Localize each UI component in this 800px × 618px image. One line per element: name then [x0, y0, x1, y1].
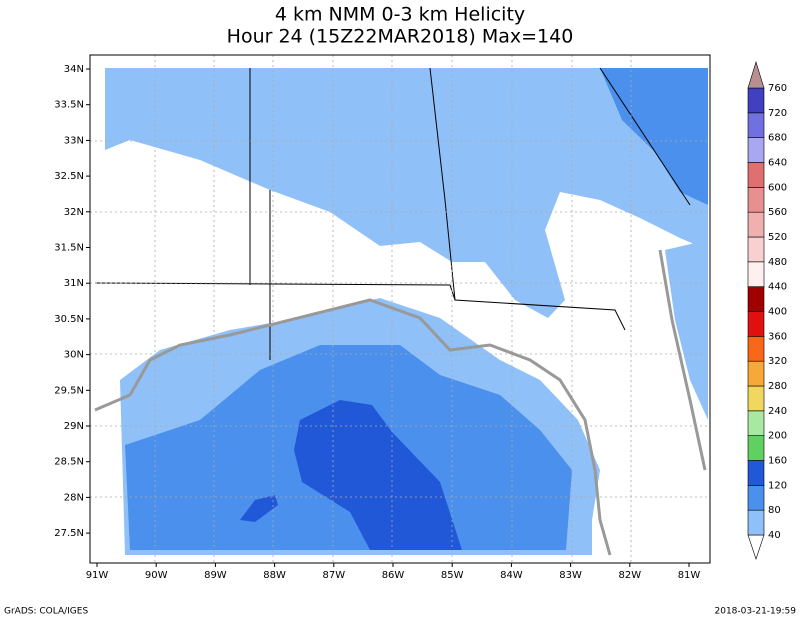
- colorbar-label: 720: [768, 108, 787, 119]
- helicity-shading: [105, 68, 708, 318]
- colorbar-segment: [747, 236, 765, 263]
- colorbar-segment: [747, 534, 765, 560]
- colorbar-segment: [747, 187, 765, 213]
- lat-label: 28.5N: [54, 457, 84, 468]
- colorbar-label: 200: [768, 431, 787, 442]
- colorbar-segment: [747, 435, 765, 461]
- colorbar-label: 480: [768, 257, 787, 268]
- lat-label: 32N: [64, 207, 84, 218]
- lon-label: 85W: [441, 570, 464, 581]
- colorbar-label: 400: [768, 307, 787, 318]
- colorbar-segment: [747, 385, 765, 412]
- lon-label: 88W: [263, 570, 286, 581]
- lat-label: 32.5N: [54, 171, 84, 182]
- lat-label: 34N: [64, 64, 84, 75]
- colorbar-label: 120: [768, 480, 787, 491]
- colorbar-segment: [747, 137, 765, 163]
- colorbar-label: 560: [768, 207, 787, 218]
- colorbar-segment: [747, 485, 765, 511]
- footer-right: 2018-03-21-19:59: [715, 607, 797, 617]
- map-frame: [89, 54, 711, 564]
- helicity-shading: [600, 68, 708, 205]
- lat-label: 31N: [64, 278, 84, 289]
- colorbar-segment: [747, 60, 765, 89]
- colorbar-segment: [747, 311, 765, 337]
- lat-label: 28N: [64, 492, 84, 503]
- lon-label: 91W: [86, 570, 109, 581]
- footer-left: GrADS: COLA/IGES: [4, 607, 88, 617]
- colorbar-segment: [747, 460, 765, 486]
- colorbar: 40 80 120 160 200 240 280 320 360 400 440 480 520 560…: [747, 60, 787, 560]
- title-line-1: 4 km NMM 0-3 km Helicity: [275, 4, 525, 26]
- helicity-shading: [665, 240, 708, 420]
- colorbar-segment: [747, 162, 765, 188]
- colorbar-label: 520: [768, 232, 787, 243]
- lon-label: 84W: [500, 570, 523, 581]
- lat-label: 33.5N: [54, 100, 84, 111]
- colorbar-label: 320: [768, 356, 787, 367]
- lat-label: 33N: [64, 135, 84, 146]
- colorbar-segment: [747, 261, 765, 287]
- lon-axis: 91W 90W 89W 88W 87W 86W 85W 84W 83W 82W 81W: [86, 563, 701, 581]
- lon-label: 82W: [618, 570, 641, 581]
- lat-label: 29N: [64, 421, 84, 432]
- colorbar-segment: [747, 360, 765, 387]
- lon-label: 87W: [322, 570, 345, 581]
- colorbar-label: 280: [768, 381, 787, 392]
- colorbar-label: 600: [768, 182, 787, 193]
- lat-label: 31.5N: [54, 243, 84, 254]
- helicity-shading: [240, 495, 278, 522]
- colorbar-label: 40: [768, 530, 781, 541]
- coastline: [658, 249, 707, 471]
- coastline: [94, 298, 612, 556]
- colorbar-segment: [747, 286, 765, 312]
- lat-axis: 34N 33.5N 33N 32.5N 32N 31.5N 31N 30.5N 30N 29.5N…: [54, 64, 90, 539]
- lon-label: 83W: [559, 570, 582, 581]
- colorbar-label: 160: [768, 456, 787, 467]
- colorbar-segment: [747, 87, 765, 114]
- colorbar-label: 680: [768, 133, 787, 144]
- colorbar-label: 440: [768, 282, 787, 293]
- lat-label: 29.5N: [54, 385, 84, 396]
- lon-label: 86W: [382, 570, 405, 581]
- colorbar-segment: [747, 211, 765, 238]
- title-line-2: Hour 24 (15Z22MAR2018) Max=140: [227, 26, 574, 48]
- colorbar-segment: [747, 509, 765, 536]
- map-area: [89, 54, 711, 564]
- grid-lines: [90, 55, 710, 563]
- helicity-shading: [294, 400, 462, 550]
- colorbar-segment: [747, 410, 765, 436]
- lon-label: 89W: [204, 570, 227, 581]
- lon-label: 81W: [678, 570, 701, 581]
- lon-label: 90W: [145, 570, 168, 581]
- colorbar-label: 640: [768, 158, 787, 169]
- colorbar-label: 80: [768, 505, 781, 516]
- lat-label: 30.5N: [54, 314, 84, 325]
- colorbar-segment: [747, 336, 765, 362]
- lat-label: 30N: [64, 350, 84, 361]
- colorbar-label: 760: [768, 83, 787, 94]
- colorbar-label: 240: [768, 406, 787, 417]
- lat-label: 27.5N: [54, 528, 84, 539]
- colorbar-segment: [747, 112, 765, 138]
- colorbar-label: 360: [768, 331, 787, 342]
